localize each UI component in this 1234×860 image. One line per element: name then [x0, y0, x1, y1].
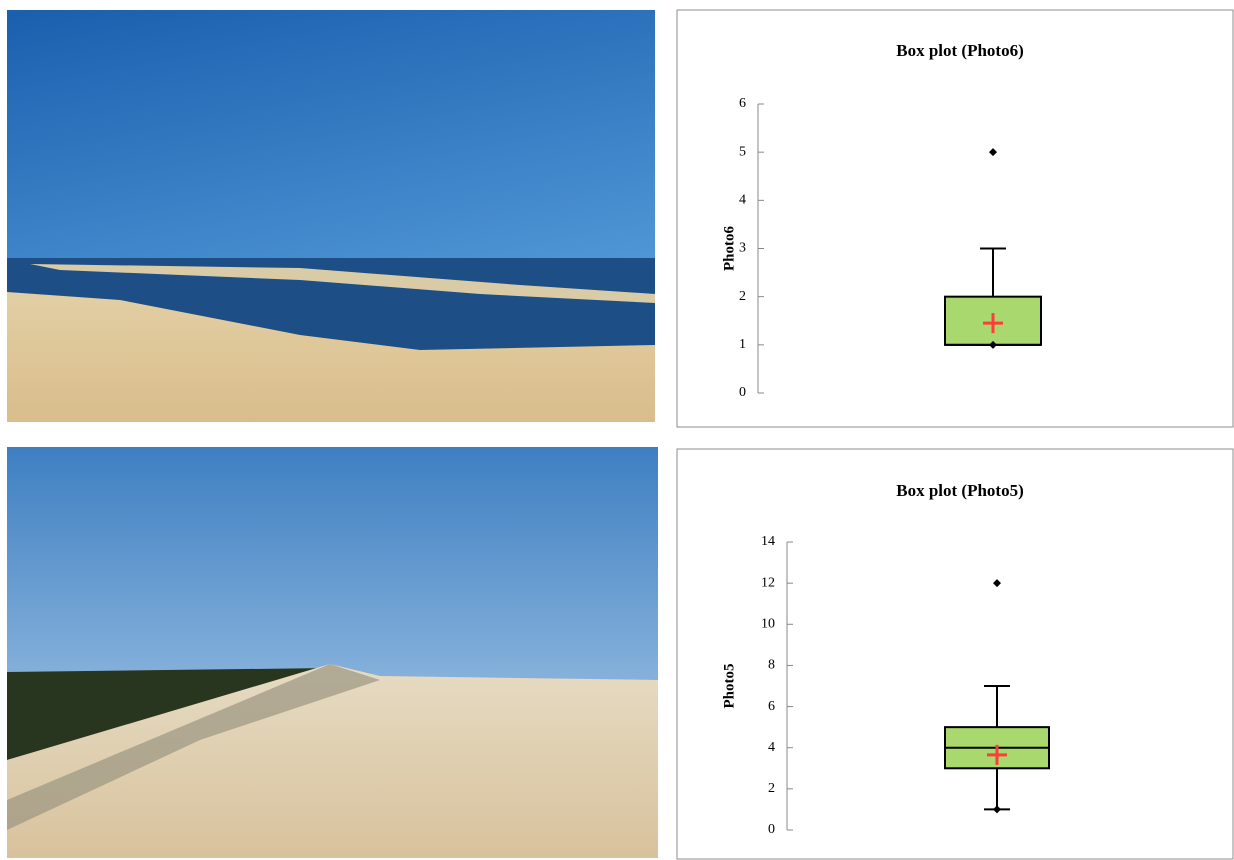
y-tick-label: 6	[739, 96, 746, 111]
photo-bottom	[7, 447, 658, 858]
mean-marker	[987, 744, 1007, 765]
y-tick-label: 4	[739, 193, 746, 208]
y-tick-label: 2	[768, 781, 775, 796]
photo-top	[7, 10, 655, 422]
y-tick-label: 4	[768, 740, 775, 755]
y-tick-label: 6	[768, 699, 775, 714]
y-tick-label: 5	[739, 144, 746, 159]
point-marker	[989, 148, 997, 157]
y-tick-label: 1	[739, 337, 746, 352]
chart-title: Box plot (Photo6)	[896, 41, 1024, 60]
y-tick-label: 3	[739, 241, 746, 256]
y-tick-label: 2	[739, 289, 746, 304]
point-marker	[993, 805, 1001, 814]
y-tick-label: 0	[739, 385, 746, 400]
chart-title: Box plot (Photo5)	[896, 481, 1024, 500]
point-marker	[993, 579, 1001, 588]
y-tick-label: 8	[768, 658, 775, 673]
point-marker	[989, 340, 997, 349]
y-axis-title: Photo6	[721, 226, 737, 272]
y-tick-label: 10	[761, 617, 775, 632]
y-tick-label: 12	[761, 575, 775, 590]
y-axis-title: Photo5	[721, 664, 737, 709]
mean-marker	[983, 313, 1003, 334]
y-tick-label: 14	[761, 534, 775, 549]
y-tick-label: 0	[768, 822, 775, 837]
chart-panel	[676, 448, 1234, 860]
chart-panel	[676, 9, 1234, 428]
